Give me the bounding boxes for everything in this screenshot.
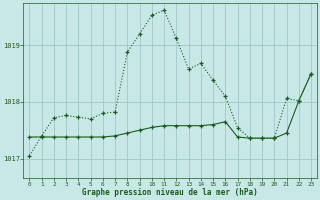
X-axis label: Graphe pression niveau de la mer (hPa): Graphe pression niveau de la mer (hPa) bbox=[82, 188, 258, 197]
